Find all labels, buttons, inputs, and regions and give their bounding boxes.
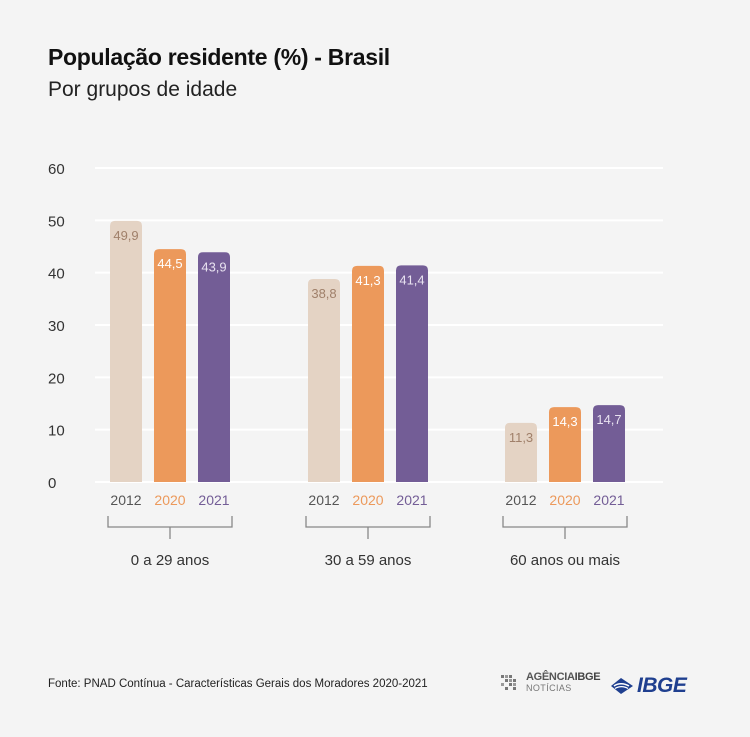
data-label: 43,9 [201,259,226,274]
bar-2021 [198,252,230,482]
group-bracket [305,516,431,528]
source-note: Fonte: PNAD Contínua - Características G… [48,678,428,690]
x-tick-label: 2020 [549,492,580,508]
bar-2012 [505,422,537,482]
agencia-label: AGÊNCIA [526,671,575,683]
data-label: 44,5 [157,256,182,271]
data-label: 41,4 [399,272,424,287]
chart-subtitle: Por grupos de idade [48,78,238,101]
group-bracket [107,516,233,528]
bar-2012 [308,278,340,482]
ibge-wordmark: IBGE [637,674,687,697]
group-bracket [502,516,628,528]
data-label: 11,3 [509,430,533,445]
category-label: 30 a 59 anos [325,552,412,569]
bar-2021 [593,405,625,482]
x-tick-label: 2021 [198,492,229,508]
x-tick-label: 2021 [396,492,427,508]
data-label: 38,8 [311,286,336,301]
data-label: 49,9 [113,228,138,243]
bar-2021 [396,265,428,482]
y-tick-label: 0 [48,475,56,492]
chart-title: População residente (%) - Brasil [48,44,390,70]
y-tick-label: 30 [48,318,65,335]
y-tick-label: 20 [48,370,65,387]
x-tick-label: 2021 [593,492,624,508]
x-tick-label: 2020 [154,492,185,508]
bar-2012 [110,220,142,482]
x-tick-label: 2012 [308,492,339,508]
agencia-ibge-logo: AGÊNCIAIBGE NOTÍCIAS [500,671,601,694]
ibge-emblem-icon [611,678,633,694]
y-tick-label: 60 [48,161,65,178]
agencia-emblem-icon [501,675,516,690]
y-tick-label: 50 [48,213,65,230]
agencia-ibge-label: IBGE [574,671,601,683]
x-tick-label: 2020 [352,492,383,508]
x-tick-label: 2012 [110,492,141,508]
category-label: 60 anos ou mais [510,552,620,569]
data-label: 41,3 [355,273,380,288]
bar-2020 [154,249,186,482]
category-label: 0 a 29 anos [131,552,209,569]
y-tick-label: 10 [48,423,65,440]
bar-2020 [549,407,581,482]
noticias-label: NOTÍCIAS [526,683,572,693]
data-label: 14,7 [596,412,621,427]
x-tick-label: 2012 [505,492,536,508]
y-tick-label: 40 [48,266,65,283]
bar-2020 [352,265,384,482]
data-label: 14,3 [552,414,577,429]
ibge-logo: IBGE [608,674,687,698]
